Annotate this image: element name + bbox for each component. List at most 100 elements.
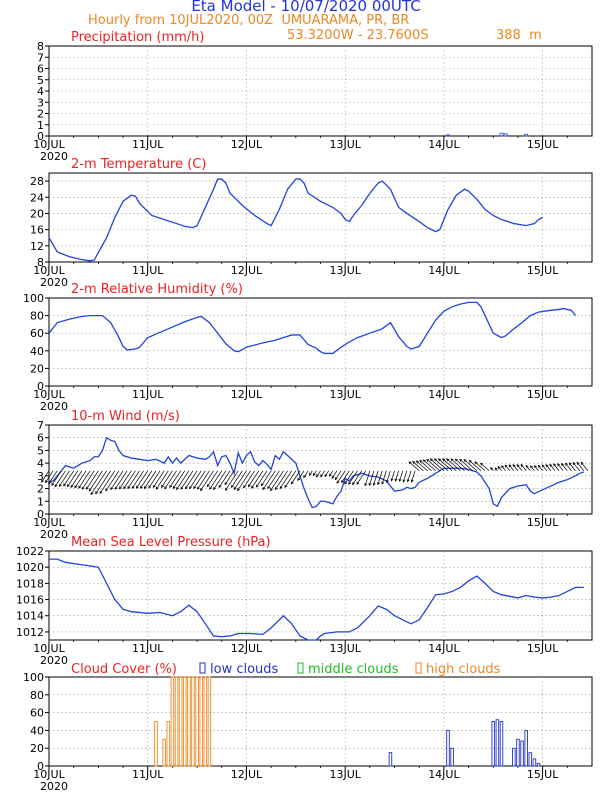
panel-title: Precipitation (mm/h) [71,30,204,45]
chart-subtitle: Hourly from 10JUL2020, 00Z UMUARAMA, PR,… [88,13,410,28]
low-cloud-bar [446,729,450,767]
wind-arrow [262,470,276,490]
wind-arrow [243,470,255,488]
x-tick-label: 12JUL [231,264,263,277]
panel-frame [48,297,593,387]
y-tick-label: 0 [37,508,44,521]
wind-arrow-head [105,488,109,492]
wind-arrow [88,470,103,492]
low-cloud-bar [528,752,533,767]
y-tick-label: 0 [37,760,44,773]
wind-arrow-head [284,484,288,489]
wind-arrow [399,470,404,482]
wind-arrow-head [377,482,380,486]
wind-arrow [148,470,161,489]
wind-arrow [267,470,280,489]
wind-arrow-head [270,488,273,492]
wind-arrow-head [408,461,412,465]
wind-arrow-head [110,487,114,491]
y-tick-label: 8 [37,256,44,269]
wind-arrow-head [99,490,103,495]
high-cloud-bar [191,676,195,767]
wind-arrow [373,470,379,486]
x-tick-label: 13JUL [329,642,361,655]
panel-frame [48,676,593,767]
low-cloud-bar [520,740,524,767]
wind-arrow-head [545,464,549,468]
y-tick-label: 80 [30,310,44,323]
y-tick-label: 2 [37,483,44,496]
wind-arrow [395,470,399,482]
wind-arrow-head [279,485,283,490]
wind-arrow [209,470,223,490]
x-tick-label: 12JUL [231,642,263,655]
wind-arrow-head [233,487,237,491]
wind-arrow-head [225,487,228,491]
wind-arrow-head [504,464,508,468]
y-tick-label: 40 [30,724,44,737]
wind-arrow-head [433,458,437,462]
wind-arrow-head [209,486,213,490]
wind-arrow [152,470,165,488]
x-tick-label: 15JUL [527,516,559,529]
wind-arrow-head [450,458,454,462]
wind-arrow [412,461,424,472]
wind-arrow [377,470,383,485]
precip-bar [524,133,529,137]
y-tick-label: 1018 [16,577,44,590]
y-tick-label: 100 [23,292,44,305]
wind-arrow [233,470,247,490]
y-tick-label: 16 [30,224,44,237]
wind-arrow [161,470,173,488]
high-cloud-bar [187,676,191,767]
low-cloud-bar [499,721,504,767]
wind-arrow [172,470,186,489]
legend-label: high clouds [426,662,501,677]
wind-arrow [334,470,342,480]
wind-arrow [534,465,539,471]
wind-arrow-head [78,485,82,489]
x-tick-label: 11JUL [132,138,164,151]
x-tick-label: 12JUL [231,516,263,529]
wind-arrow-head [143,485,147,490]
legend-swatch [415,662,422,674]
wind-arrow-head [267,485,271,490]
wind-arrow [237,470,251,491]
wind-arrow-head [41,479,44,483]
wind-arrow [446,458,461,472]
x-tick-label: 10JUL [33,516,65,529]
wind-arrow [180,470,194,490]
y-tick-label: 80 [30,689,44,702]
wind-arrow-head [193,485,197,490]
wind-arrow [525,465,531,471]
wind-arrow [545,464,552,471]
y-tick-label: 5 [37,74,44,87]
wind-arrow-head [501,465,505,469]
wind-arrow [474,461,486,472]
wind-arrow [224,470,235,485]
station-location: 53.3200W - 23.7600S [287,28,429,43]
wind-arrow-head [381,481,385,485]
x-tick-label: 14JUL [428,138,460,151]
panel-title: 10-m Wind (m/s) [71,409,180,424]
wind-arrow-head [218,484,222,489]
y-tick-label: 8 [37,40,44,53]
cloud-legend: low clouds middle clouds high clouds [199,662,501,677]
x-tick-label: 14JUL [428,642,460,655]
wind-arrow [251,470,264,489]
x-tick-label: 10JUL [33,138,65,151]
wind-arrow-head [429,458,433,462]
wind-arrow [580,462,589,471]
wind-arrow [520,464,527,471]
x-tick-label: 13JUL [329,138,361,151]
wind-arrow-head [172,485,176,490]
y-tick-label: 1022 [16,545,44,558]
wind-arrow [54,470,66,487]
wind-arrow [270,470,284,491]
precip-bar [499,132,504,137]
wind-arrow-head [261,483,264,487]
y-tick-label: 6 [37,432,44,445]
wind-arrow [348,470,358,485]
wind-arrow [114,470,128,490]
